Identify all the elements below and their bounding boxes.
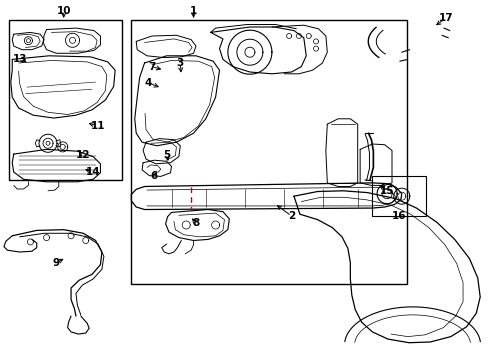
Text: 14: 14	[86, 167, 100, 177]
Text: 13: 13	[12, 54, 27, 64]
Text: 2: 2	[288, 211, 295, 221]
Text: 16: 16	[392, 211, 407, 221]
Text: 3: 3	[177, 58, 184, 68]
Bar	[131, 20, 407, 284]
Text: 9: 9	[53, 258, 60, 268]
Text: 15: 15	[380, 186, 394, 196]
Bar	[9, 20, 122, 180]
Text: 17: 17	[439, 13, 453, 23]
Text: 4: 4	[145, 78, 152, 88]
Text: 11: 11	[91, 121, 105, 131]
Text: 6: 6	[151, 171, 158, 181]
Text: 8: 8	[193, 218, 199, 228]
Text: 12: 12	[76, 150, 91, 160]
Text: 1: 1	[190, 6, 197, 16]
Text: 5: 5	[163, 150, 170, 160]
Bar	[372, 176, 426, 216]
Text: 10: 10	[56, 6, 71, 16]
Text: 7: 7	[148, 62, 156, 72]
